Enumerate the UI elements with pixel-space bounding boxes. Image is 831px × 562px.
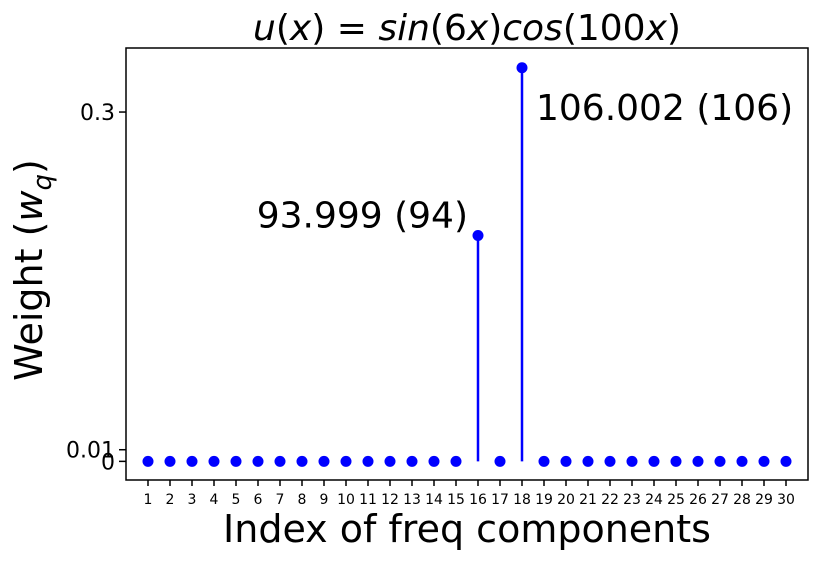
stem-marker (142, 455, 154, 467)
title-part: ) (488, 8, 502, 49)
title-part: x (466, 8, 489, 49)
title-part: cos (502, 8, 563, 49)
stem-marker (780, 455, 792, 467)
stem-marker (252, 455, 264, 467)
title-part: ( (430, 8, 444, 49)
stem-marker (340, 455, 352, 467)
annotations: 93.999 (94) 106.002 (106) (257, 88, 793, 237)
y-label-close: ) (7, 159, 51, 174)
title-part: ) (667, 8, 681, 49)
x-tick-label: 15 (447, 492, 465, 508)
title-part: ) (311, 8, 325, 49)
stem-marker (164, 455, 176, 467)
x-tick-label: 9 (320, 492, 329, 508)
y-tick-label: 0.01 (66, 439, 115, 464)
y-label-subscript: q (28, 174, 58, 191)
x-tick-label: 24 (645, 492, 663, 508)
stem-marker (406, 455, 418, 467)
stem-marker (692, 455, 704, 467)
stem-marker (208, 455, 220, 467)
x-axis-label: Index of freq components (223, 507, 711, 551)
x-tick-label: 14 (425, 492, 443, 508)
stem-marker (186, 455, 198, 467)
chart-title: u(x) = sin(6x)cos(100x) (253, 8, 681, 49)
plot-frame (125, 47, 809, 481)
y-tick-label: 0.3 (80, 101, 115, 126)
x-tick-label: 5 (232, 492, 241, 508)
title-part: ( (563, 8, 577, 49)
stem-marker (362, 455, 374, 467)
y-tick-label: 0 (101, 450, 115, 475)
peak-annotation: 93.999 (94) (257, 195, 468, 236)
x-tick-label: 4 (210, 492, 219, 508)
stem-marker (736, 455, 748, 467)
stem-marker (714, 455, 726, 467)
x-tick-label: 30 (777, 492, 795, 508)
stem-marker (758, 455, 770, 467)
x-tick-label: 17 (491, 492, 509, 508)
x-tick-label: 21 (579, 492, 597, 508)
stem-marker (318, 455, 330, 467)
plot-area (142, 62, 792, 467)
x-tick-label: 26 (689, 492, 707, 508)
x-tick-label: 23 (623, 492, 641, 508)
y-axis: 00.01 0.3 (66, 101, 126, 475)
stem-marker (538, 455, 550, 467)
stem-marker (582, 455, 594, 467)
y-axis-label: Weight (wq) (7, 159, 58, 381)
title-part: sin (378, 8, 430, 49)
x-tick-label: 8 (298, 492, 307, 508)
title-part: = (325, 8, 378, 49)
x-axis: 1 2 3 4 5 6 7 8 9 10 11 12 13 14 15 16 17 18 19 20 21 22 23 24 2… (144, 480, 795, 508)
x-tick-label: 13 (403, 492, 421, 508)
stem-marker (560, 455, 572, 467)
x-tick-label: 3 (188, 492, 197, 508)
stem-marker (472, 229, 484, 241)
stem-marker (494, 455, 506, 467)
stem-marker (626, 455, 638, 467)
stem-marker (296, 455, 308, 467)
x-tick-label: 12 (381, 492, 399, 508)
title-part: ( (276, 8, 290, 49)
x-tick-label: 19 (535, 492, 553, 508)
title-part: 100 (577, 8, 646, 49)
title-part: 6 (444, 8, 467, 49)
stem-marker (230, 455, 242, 467)
stem-marker (428, 455, 440, 467)
x-tick-label: 18 (513, 492, 531, 508)
stem-marker (384, 455, 396, 467)
stem-marker (604, 455, 616, 467)
title-part: u (253, 8, 276, 49)
stem-marker (648, 455, 660, 467)
x-tick-label: 16 (469, 492, 487, 508)
y-label-text: Weight ( (7, 222, 51, 381)
x-tick-label: 20 (557, 492, 575, 508)
x-tick-label: 1 (144, 492, 153, 508)
x-tick-label: 22 (601, 492, 619, 508)
x-tick-label: 10 (337, 492, 355, 508)
stem-marker (516, 62, 528, 74)
chart-title-text: u(x) = sin(6x)cos(100x) (253, 8, 681, 49)
stem-marker (450, 455, 462, 467)
x-tick-label: 27 (711, 492, 729, 508)
stem-marker (274, 455, 286, 467)
x-tick-label: 25 (667, 492, 685, 508)
stem-marker (670, 455, 682, 467)
x-tick-label: 28 (733, 492, 751, 508)
x-tick-label: 29 (755, 492, 773, 508)
title-part: x (289, 8, 312, 49)
x-tick-label: 7 (276, 492, 285, 508)
x-tick-label: 6 (254, 492, 263, 508)
y-label-symbol: w (7, 190, 51, 222)
x-tick-label: 11 (359, 492, 377, 508)
x-tick-label: 2 (166, 492, 175, 508)
peak-annotation: 106.002 (106) (536, 88, 793, 129)
title-part: x (645, 8, 668, 49)
